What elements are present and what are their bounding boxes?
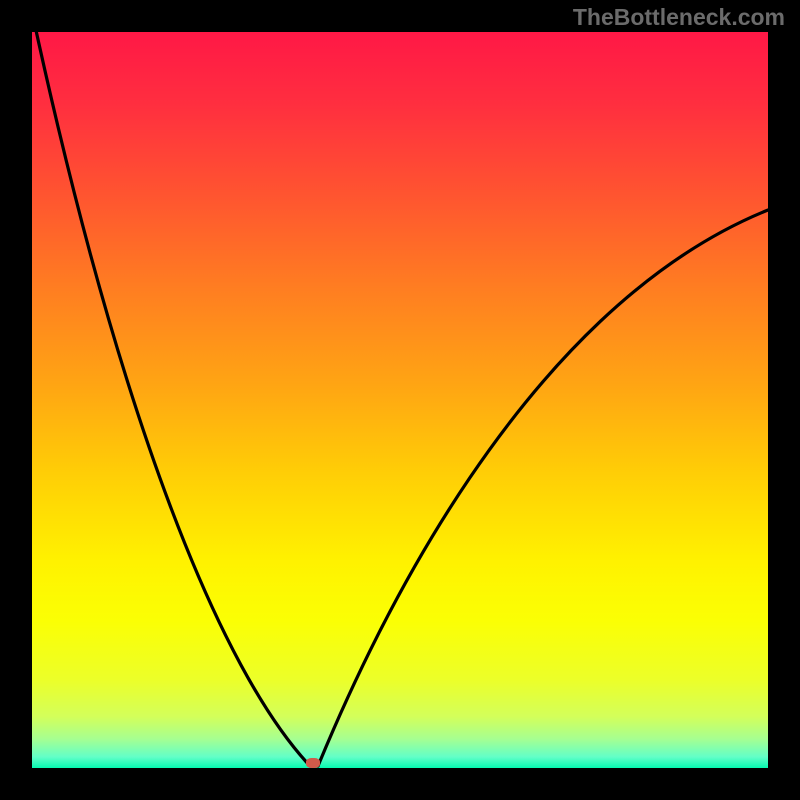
optimal-point-marker [306, 758, 320, 768]
bottleneck-curve [0, 0, 800, 800]
bottleneck-chart: TheBottleneck.com [0, 0, 800, 800]
plot-area [32, 32, 768, 768]
watermark-text: TheBottleneck.com [573, 4, 785, 31]
